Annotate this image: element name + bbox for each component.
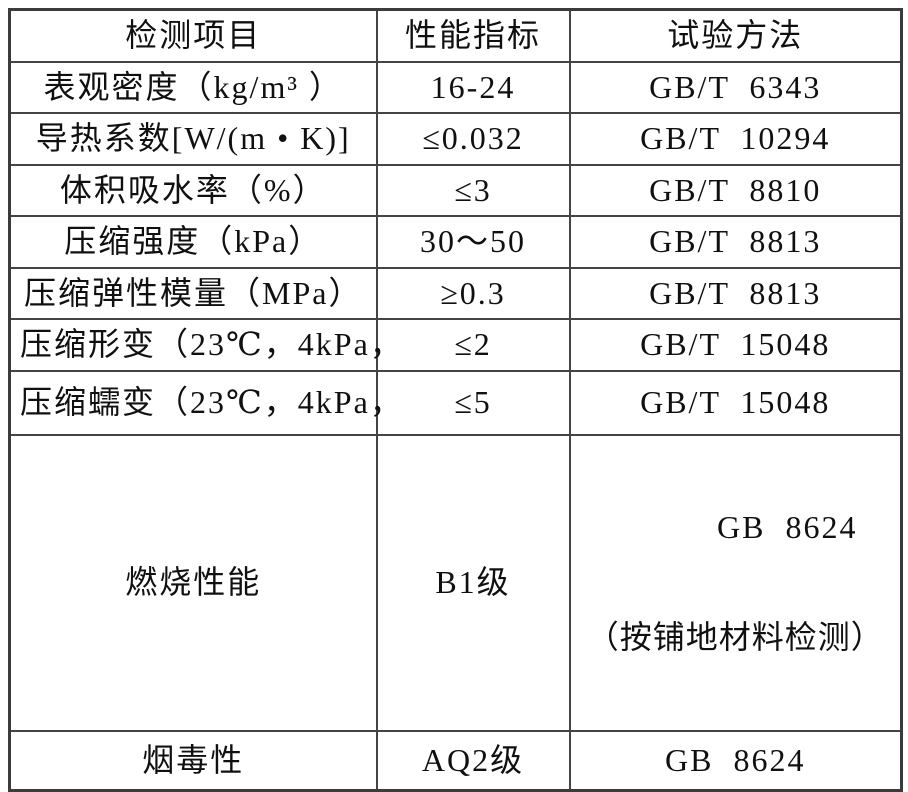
header-row: 检测项目 性能指标 试验方法 bbox=[8, 8, 903, 63]
method-cell: GB/T 6343 bbox=[568, 60, 903, 114]
spec-table: 检测项目 性能指标 试验方法 表观密度（kg/m³ ） 16-24 GB/T 6… bbox=[8, 8, 903, 792]
header-test-item: 检测项目 bbox=[8, 8, 378, 63]
table-row-water-absorption: 体积吸水率（%） ≤3 GB/T 8810 bbox=[8, 163, 903, 217]
method-line2: （按铺地材料检测） bbox=[586, 619, 884, 656]
table-row-compressive-strength: 压缩强度（kPa） 30～50 GB/T 8813 bbox=[8, 214, 903, 269]
method-cell: GB/T 8813 bbox=[568, 214, 903, 269]
item-cell: 表观密度（kg/m³ ） bbox=[8, 60, 378, 114]
table-row-elastic-modulus: 压缩弹性模量（MPa） ≥0.3 GB/T 8813 bbox=[8, 266, 903, 320]
value-cell: ≤0.032 bbox=[375, 111, 571, 166]
value-cell: ≥0.3 bbox=[375, 266, 571, 320]
item-cell: 导热系数[W/(m • K)] bbox=[8, 111, 378, 166]
header-performance-index: 性能指标 bbox=[375, 8, 571, 63]
method-cell: GB 8624 bbox=[568, 729, 903, 792]
table-row-compression-creep: 压缩蠕变（23℃，4kPa， ≤5 GB/T 15048 bbox=[8, 369, 903, 436]
method-cell: GB 8624 （按铺地材料检测） bbox=[568, 433, 903, 732]
table-row-thermal-conductivity: 导热系数[W/(m • K)] ≤0.032 GB/T 10294 bbox=[8, 111, 903, 166]
item-cell: 烟毒性 bbox=[8, 729, 378, 792]
table-row-smoke-toxicity: 烟毒性 AQ2级 GB 8624 bbox=[8, 729, 903, 792]
value-cell: B1级 bbox=[375, 433, 571, 732]
item-cell: 体积吸水率（%） bbox=[8, 163, 378, 217]
method-cell: GB/T 15048 bbox=[568, 369, 903, 436]
method-cell: GB/T 15048 bbox=[568, 317, 903, 372]
value-cell: 16-24 bbox=[375, 60, 571, 114]
item-cell: 压缩强度（kPa） bbox=[8, 214, 378, 269]
value-cell: ≤2 bbox=[375, 317, 571, 372]
item-cell: 燃烧性能 bbox=[8, 433, 378, 732]
method-cell: GB/T 10294 bbox=[568, 111, 903, 166]
method-cell: GB/T 8810 bbox=[568, 163, 903, 217]
item-cell: 压缩形变（23℃，4kPa， bbox=[8, 317, 402, 372]
method-cell: GB/T 8813 bbox=[568, 266, 903, 320]
table-row-burning-performance: 燃烧性能 B1级 GB 8624 （按铺地材料检测） bbox=[8, 433, 903, 732]
item-cell: 压缩蠕变（23℃，4kPa， bbox=[8, 369, 402, 436]
table-row-compression-deformation: 压缩形变（23℃，4kPa， ≤2 GB/T 15048 bbox=[8, 317, 903, 372]
table-row-apparent-density: 表观密度（kg/m³ ） 16-24 GB/T 6343 bbox=[8, 60, 903, 114]
value-cell: ≤3 bbox=[375, 163, 571, 217]
value-cell: 30～50 bbox=[375, 214, 571, 269]
item-cell: 压缩弹性模量（MPa） bbox=[8, 266, 378, 320]
value-cell: ≤5 bbox=[375, 369, 571, 436]
header-test-method: 试验方法 bbox=[568, 8, 903, 63]
value-cell: AQ2级 bbox=[375, 729, 571, 792]
method-line1: GB 8624 bbox=[717, 509, 858, 546]
